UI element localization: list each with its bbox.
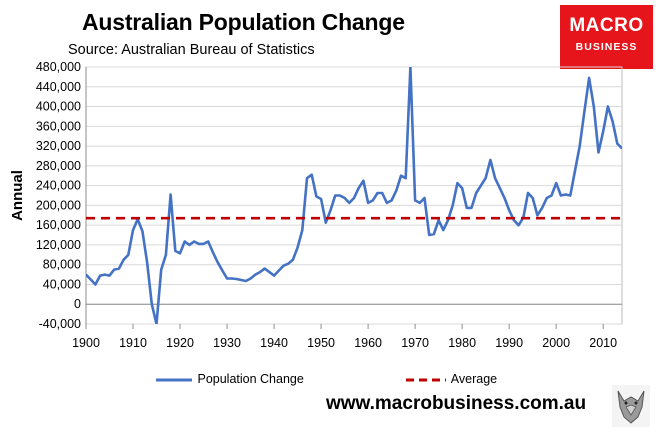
y-tick-label: 0 <box>74 297 81 311</box>
y-axis-label: Annual <box>9 170 26 221</box>
legend-dashed-swatch <box>406 378 446 382</box>
x-tick-label: 1900 <box>72 336 100 350</box>
population-line-chart: -40,000 0 40,000 80,000 120,000 160,000 200,00… <box>9 60 623 350</box>
y-tick-label: 320,000 <box>36 139 81 153</box>
legend-average: Average <box>404 372 497 386</box>
y-tick-label: 240,000 <box>36 179 81 193</box>
legend-label-population-change: Population Change <box>197 372 304 386</box>
wolf-mascot-icon <box>612 385 650 427</box>
y-tick-label: 280,000 <box>36 159 81 173</box>
y-tick-label: 400,000 <box>36 100 81 114</box>
legend-solid-swatch <box>156 378 192 382</box>
x-tick-label: 1930 <box>213 336 241 350</box>
x-tick-label: 1940 <box>260 336 288 350</box>
y-tick-label: 360,000 <box>36 119 81 133</box>
y-tick-label: -40,000 <box>39 317 81 331</box>
x-tick-label: 1910 <box>119 336 147 350</box>
y-tick-label: 40,000 <box>43 277 81 291</box>
y-tick-label: 80,000 <box>43 258 81 272</box>
x-tick-label: 1920 <box>166 336 194 350</box>
chart-subtitle: Source: Australian Bureau of Statistics <box>68 42 315 58</box>
y-tick-label: 120,000 <box>36 238 81 252</box>
chart-title: Australian Population Change <box>82 9 405 35</box>
x-tick-label: 2010 <box>589 336 617 350</box>
x-tick-label: 2000 <box>542 336 570 350</box>
x-tick-label: 1960 <box>354 336 382 350</box>
series-line-population-change <box>86 67 622 324</box>
y-tick-label: 200,000 <box>36 198 81 212</box>
website-url[interactable]: www.macrobusiness.com.au <box>326 393 587 414</box>
macrobusiness-logo: MACRO BUSINESS <box>560 5 653 69</box>
legend-label-average: Average <box>450 372 498 386</box>
x-tick-label: 1970 <box>401 336 429 350</box>
x-tick-label: 1990 <box>495 336 523 350</box>
y-tick-label: 480,000 <box>36 60 81 74</box>
legend-population-change: Population Change <box>154 372 304 386</box>
logo-line-1: MACRO <box>569 15 644 36</box>
logo-line-2: BUSINESS <box>575 41 638 53</box>
y-tick-label: 160,000 <box>36 218 81 232</box>
x-tick-label: 1950 <box>307 336 335 350</box>
y-tick-label: 440,000 <box>36 80 81 94</box>
x-tick-label: 1980 <box>448 336 476 350</box>
